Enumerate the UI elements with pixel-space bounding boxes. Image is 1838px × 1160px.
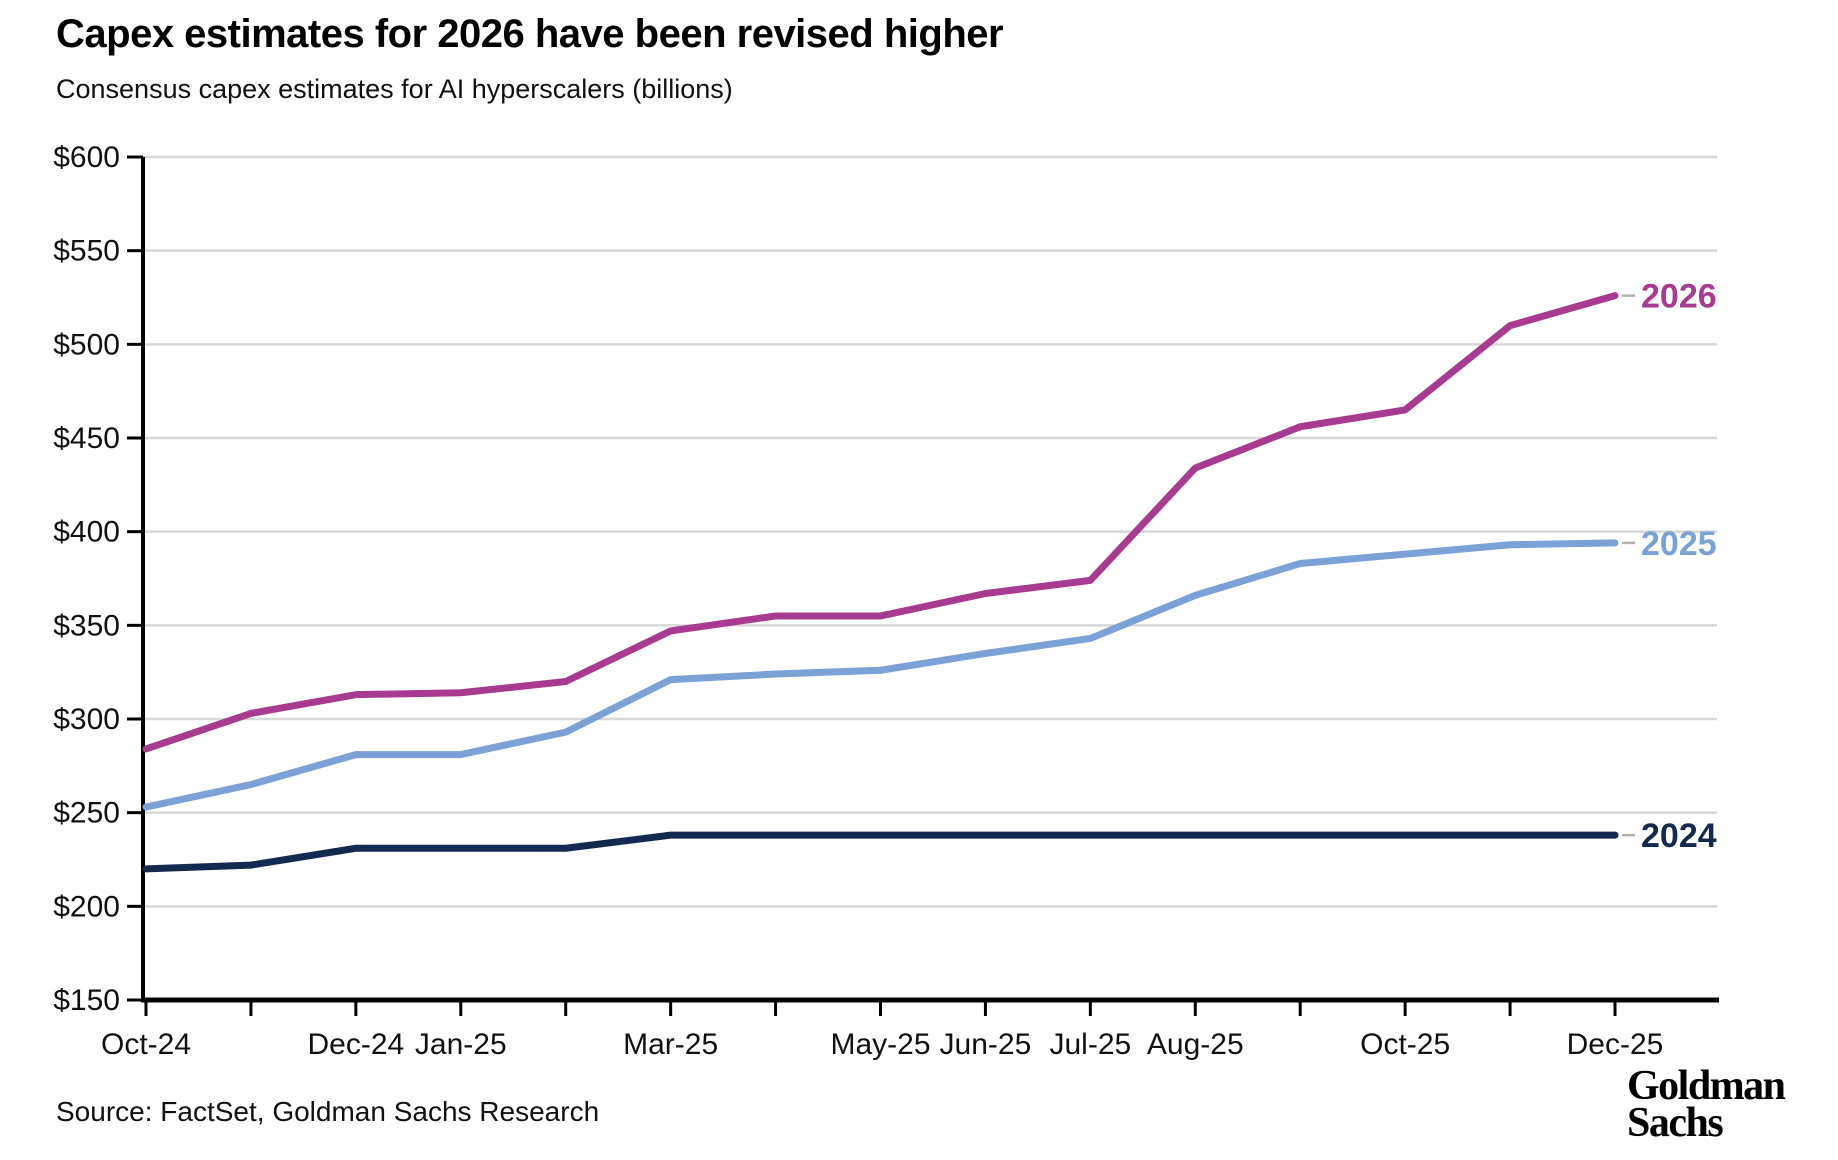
x-tick-label-May-25: May-25	[830, 1028, 930, 1061]
y-tick-label-350: $350	[53, 609, 120, 642]
y-tick-label-300: $300	[53, 703, 120, 736]
y-tick-label-200: $200	[53, 890, 120, 923]
series-end-label-2024: 2024	[1641, 817, 1717, 855]
logo-line-2: Sachs	[1627, 1100, 1724, 1146]
series-line-2026	[142, 292, 1619, 753]
x-tick-label-Jan-25: Jan-25	[415, 1028, 507, 1061]
source-note: Source: FactSet, Goldman Sachs Research	[56, 1096, 600, 1127]
y-tick-label-600: $600	[53, 141, 120, 174]
series-end-label-2025: 2025	[1641, 525, 1717, 563]
page-title: Capex estimates for 2026 have been revis…	[56, 12, 1004, 56]
x-tick-label-Jun-25: Jun-25	[940, 1028, 1032, 1061]
y-tick-label-550: $550	[53, 235, 120, 268]
y-tick-label-450: $450	[53, 422, 120, 455]
chart-subtitle: Consensus capex estimates for AI hypersc…	[56, 74, 733, 104]
y-tick-label-250: $250	[53, 797, 120, 830]
goldman-sachs-logo: Goldman Sachs	[1627, 1063, 1786, 1146]
series-line-2025	[142, 539, 1619, 811]
x-tick-label-Oct-25: Oct-25	[1360, 1028, 1450, 1061]
series-line-2024	[142, 831, 1619, 873]
x-tick-label-Aug-25: Aug-25	[1147, 1028, 1244, 1061]
x-tick-label-Dec-24: Dec-24	[307, 1028, 404, 1061]
y-tick-label-150: $150	[53, 984, 120, 1017]
x-tick-label-Mar-25: Mar-25	[623, 1028, 718, 1061]
series-end-label-2026: 2026	[1641, 278, 1717, 316]
x-tick-label-Jul-25: Jul-25	[1049, 1028, 1131, 1061]
y-tick-label-500: $500	[53, 328, 120, 361]
x-tick-label-Oct-24: Oct-24	[101, 1028, 191, 1061]
x-tick-label-Dec-25: Dec-25	[1567, 1028, 1664, 1061]
logo-line-1: Goldman	[1627, 1063, 1786, 1109]
y-tick-label-400: $400	[53, 516, 120, 549]
